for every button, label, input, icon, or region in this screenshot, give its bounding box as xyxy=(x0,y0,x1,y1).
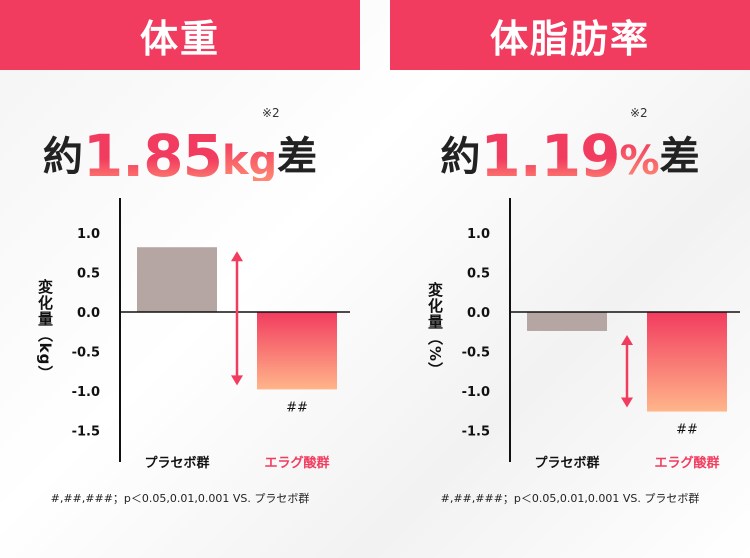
headline-value: 1.85 xyxy=(82,122,223,190)
category-label: プラセボ群 xyxy=(534,455,599,471)
y-tick-label: -1.5 xyxy=(72,425,100,440)
headline-unit: % xyxy=(619,138,660,184)
significance-mark: ## xyxy=(286,400,308,415)
y-tick-label: 0.0 xyxy=(77,306,100,321)
body-fat-panel: 体脂肪率 約 1.19 % 差 ※2 変化量（%） 1.0 0.5 0.0 -0.5 -1… xyxy=(390,0,750,558)
headline-prefix: 約 xyxy=(42,134,83,180)
headline-note: ※2 xyxy=(262,106,280,120)
headline-unit: kg xyxy=(221,138,278,184)
y-axis-label: 変化量（%） xyxy=(426,281,444,378)
category-label: エラグ酸群 xyxy=(654,455,719,471)
significance-mark: ## xyxy=(676,423,698,438)
y-tick-label: 0.5 xyxy=(77,267,100,282)
y-tick-label: -1.0 xyxy=(462,385,490,400)
difference-arrow xyxy=(621,334,633,408)
y-tick-label: -1.5 xyxy=(462,425,490,440)
bar-placebo xyxy=(137,247,217,312)
bar-ellagic-acid xyxy=(257,312,337,390)
arrow-head-down xyxy=(621,397,633,408)
headline-value: 1.19 xyxy=(480,122,620,190)
y-tick-label: 0.5 xyxy=(467,267,490,282)
y-tick-label: -1.0 xyxy=(72,385,100,400)
difference-arrow xyxy=(231,251,243,386)
y-axis-label: 変化量（kg） xyxy=(36,278,54,382)
y-tick-label: -0.5 xyxy=(462,346,490,361)
weight-panel: 体重 約 1.85 kg 差 ※2 変化量（kg） 1.0 0.5 0.0 -0.5 -1… xyxy=(0,0,360,558)
panel-title: 体脂肪率 xyxy=(390,0,750,70)
bar-ellagic-acid xyxy=(647,312,727,412)
arrow-head-down xyxy=(231,375,243,386)
category-label: エラグ酸群 xyxy=(264,455,329,471)
headline-prefix: 約 xyxy=(440,134,481,180)
category-label: プラセボ群 xyxy=(144,455,209,471)
significance-footnote: #,##,###；p＜0.05,0.01,0.001 VS. プラセボ群 xyxy=(50,492,310,505)
significance-footnote: #,##,###；p＜0.05,0.01,0.001 VS. プラセボ群 xyxy=(440,492,700,505)
arrow-head-up xyxy=(621,334,633,345)
y-tick-label: 0.0 xyxy=(467,306,490,321)
headline-suffix: 差 xyxy=(659,134,700,180)
y-tick-label: 1.0 xyxy=(77,227,100,242)
body-fat-chart: 変化量（%） 1.0 0.5 0.0 -0.5 -1.0 -1.5 プラセボ群 エラグ酸群 ## xyxy=(426,198,740,471)
arrow-head-up xyxy=(231,251,243,262)
panel-title: 体重 xyxy=(0,0,360,70)
headline-suffix: 差 xyxy=(277,134,318,180)
difference-headline: 約 1.19 % 差 xyxy=(390,95,750,185)
bar-placebo xyxy=(527,312,607,331)
headline-note: ※2 xyxy=(630,106,648,120)
y-tick-label: -0.5 xyxy=(72,346,100,361)
difference-headline: 約 1.85 kg 差 xyxy=(0,95,360,185)
y-tick-label: 1.0 xyxy=(467,227,490,242)
weight-chart: 変化量（kg） 1.0 0.5 0.0 -0.5 -1.0 -1.5 プラセボ群 エラグ酸群 ## xyxy=(36,198,350,471)
